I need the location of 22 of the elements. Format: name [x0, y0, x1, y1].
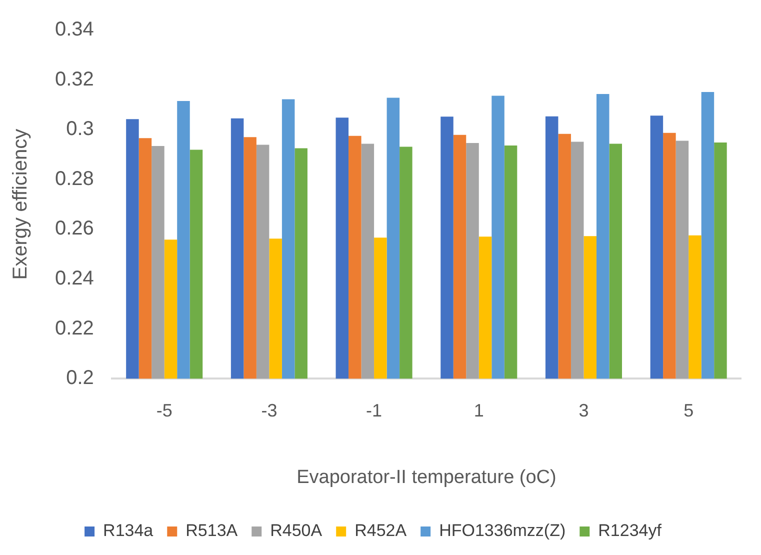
x-tick-label: -3 — [261, 400, 278, 420]
x-tick-label: 5 — [684, 400, 694, 420]
y-tick-label: 0.3 — [66, 118, 94, 140]
x-tick-label: 3 — [578, 400, 589, 420]
y-tick-label: 0.2 — [66, 367, 94, 390]
x-tick-label: -5 — [156, 400, 172, 420]
legend-label: R513A — [186, 521, 238, 540]
x-tick-label: -1 — [366, 400, 382, 420]
legend-label: R450A — [270, 521, 323, 540]
legend-label: HFO1336mzz(Z) — [439, 521, 566, 540]
x-tick-label: 1 — [474, 400, 484, 420]
y-tick-label: 0.32 — [54, 68, 94, 90]
y-tick-label: 0.28 — [54, 168, 94, 190]
legend-label: R134a — [103, 521, 154, 540]
x-axis-title: Evaporator-II temperature (oC) — [296, 466, 556, 488]
legend-label: R1234yf — [598, 521, 662, 540]
y-tick-label: 0.22 — [54, 317, 94, 340]
y-axis-title: Exergy efficiency — [10, 128, 32, 280]
y-tick-label: 0.34 — [54, 18, 94, 41]
y-tick-label: 0.24 — [54, 268, 94, 290]
legend-label: R452A — [354, 521, 408, 540]
y-tick-label: 0.26 — [54, 218, 94, 240]
